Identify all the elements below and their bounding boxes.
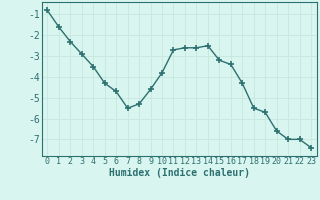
- X-axis label: Humidex (Indice chaleur): Humidex (Indice chaleur): [109, 168, 250, 178]
